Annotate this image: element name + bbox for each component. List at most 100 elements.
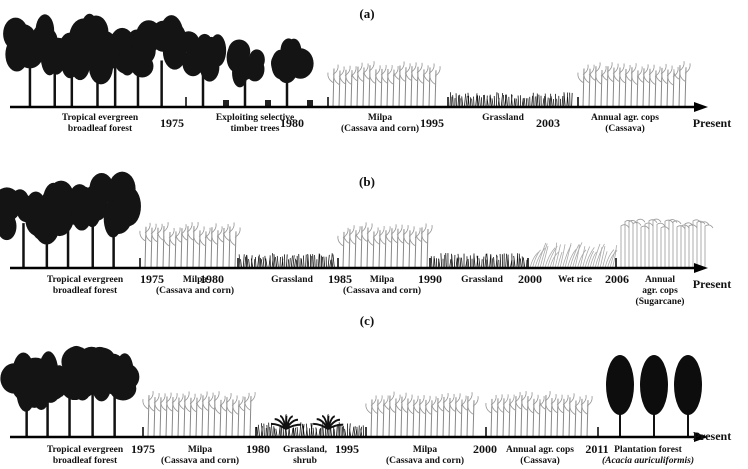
crop-leaf (412, 63, 422, 81)
year-label: 1990 (418, 272, 442, 286)
grass-blade (460, 258, 461, 268)
stage-label: (Cassava and corn) (343, 285, 421, 296)
crop-leaf (418, 65, 428, 83)
tree-crown (45, 373, 64, 400)
grass-blade (313, 428, 314, 437)
diagram: (a)1975198019952003Tropical evergreenbro… (0, 0, 748, 469)
panel-label: (b) (359, 174, 375, 189)
stage-label: Milpa (368, 113, 393, 123)
crop-leaf (358, 63, 368, 81)
timeline-panel: (a)1975198019952003Tropical evergreenbro… (3, 6, 731, 134)
crop-leaf (182, 222, 192, 240)
stage-label: agr. cops (642, 286, 678, 296)
grass-blade (523, 258, 524, 268)
stage-label: shrub (293, 456, 317, 466)
grass-blade (487, 254, 488, 268)
year-label: 1975 (160, 116, 184, 130)
crop-leaf (152, 224, 162, 242)
tree-crown (116, 353, 133, 388)
grass-blade (506, 95, 507, 107)
grass-blade (458, 254, 459, 268)
crop-leaf (546, 394, 556, 412)
grass-blade (324, 257, 325, 268)
crop-leaf (392, 225, 402, 243)
grass-blade (258, 256, 259, 268)
grass-blade (354, 426, 355, 437)
grass-blade (352, 427, 353, 437)
tree-crown (182, 50, 203, 76)
crop-leaf (368, 227, 378, 245)
crop-leaf (143, 391, 153, 409)
grass-blade (535, 96, 536, 107)
crop-leaf (215, 396, 225, 414)
crop-leaf (200, 228, 210, 246)
grass-blade (290, 258, 291, 268)
crop-leaf (596, 66, 606, 84)
crop-leaf (179, 391, 189, 409)
crop-leaf (149, 393, 159, 411)
stage-label: Milpa (370, 275, 395, 285)
tree-crown (232, 58, 248, 87)
stage-label: Annual (645, 275, 675, 285)
grass-blade (261, 259, 262, 268)
grass-blade (476, 93, 477, 107)
crop-leaf (424, 63, 434, 81)
grass-blade (450, 92, 451, 107)
grass-blade (537, 94, 538, 107)
year-label: 2006 (605, 272, 629, 286)
stage-label: (Acacia auriculiformis) (602, 455, 694, 466)
grass-blade (526, 98, 527, 107)
crop-stem (214, 395, 215, 437)
crop-leaf (173, 394, 183, 412)
timeline-panel: (c)19751980199520002011Tropical evergree… (0, 313, 731, 466)
grass-blade (301, 259, 302, 268)
grass-blade (464, 94, 465, 107)
stage-label: Milpa (188, 445, 213, 455)
grass-blade (528, 98, 529, 107)
grass-blade (466, 96, 467, 107)
stage-label: Grassland (271, 275, 313, 285)
present-label: Present (693, 116, 731, 130)
stage-label: timber trees (231, 124, 280, 134)
grass-blade (562, 96, 563, 107)
grass-blade (492, 98, 493, 107)
crop-stem (229, 226, 230, 268)
grass-blade (536, 96, 537, 107)
grass-blade (303, 256, 304, 268)
crop-leaf (402, 395, 412, 413)
stage-label: Grassland, (283, 445, 328, 455)
crop-leaf (362, 223, 372, 241)
grass-blade (265, 256, 266, 268)
grass-blade (291, 256, 292, 268)
crop-leaf (203, 393, 213, 411)
grass-blade (295, 428, 296, 437)
year-label: 2000 (518, 272, 542, 286)
stage-label: Milpa (413, 445, 438, 455)
crop-leaf (578, 65, 588, 83)
grass-blade (292, 428, 293, 437)
grass-blade (288, 259, 289, 268)
crop-leaf (468, 396, 478, 414)
grass-blade (239, 254, 240, 268)
grass-blade (270, 427, 271, 437)
grass-blade (258, 425, 259, 437)
grass-blade (479, 96, 480, 107)
tree-crown (674, 355, 702, 415)
tree-crown (209, 34, 226, 66)
grass-blade (249, 259, 250, 268)
panel-label: (c) (360, 313, 374, 328)
crop-leaf (366, 395, 376, 413)
crop-leaf (608, 64, 618, 82)
crop-leaf (632, 66, 642, 84)
rice-blade (600, 246, 605, 268)
crop-leaf (197, 391, 207, 409)
stage-label: Annual agr. cops (506, 445, 574, 455)
grass-blade (532, 96, 533, 107)
crop-leaf (346, 66, 356, 84)
grass-blade (454, 255, 455, 268)
grass-blade (269, 423, 270, 437)
crop-stem (545, 395, 546, 437)
grass-blade (441, 253, 442, 268)
grass-blade (517, 99, 518, 107)
year-label: 1995 (420, 116, 444, 130)
